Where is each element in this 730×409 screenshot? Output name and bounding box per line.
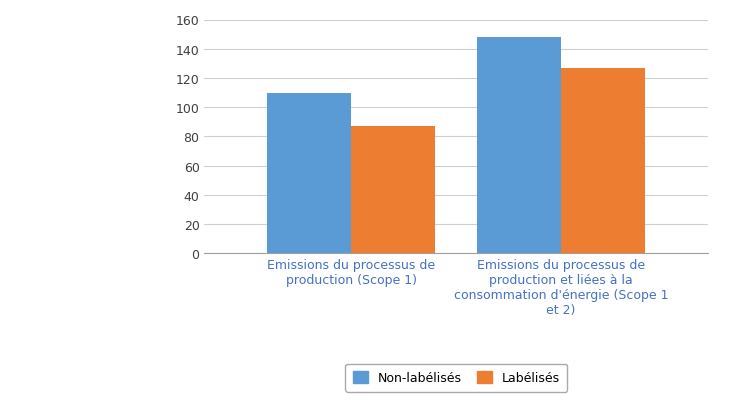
Legend: Non-labélisés, Labélisés: Non-labélisés, Labélisés: [345, 364, 567, 392]
Bar: [267, 93, 351, 254]
Bar: [561, 69, 645, 254]
Bar: [351, 127, 435, 254]
Bar: [477, 38, 561, 254]
